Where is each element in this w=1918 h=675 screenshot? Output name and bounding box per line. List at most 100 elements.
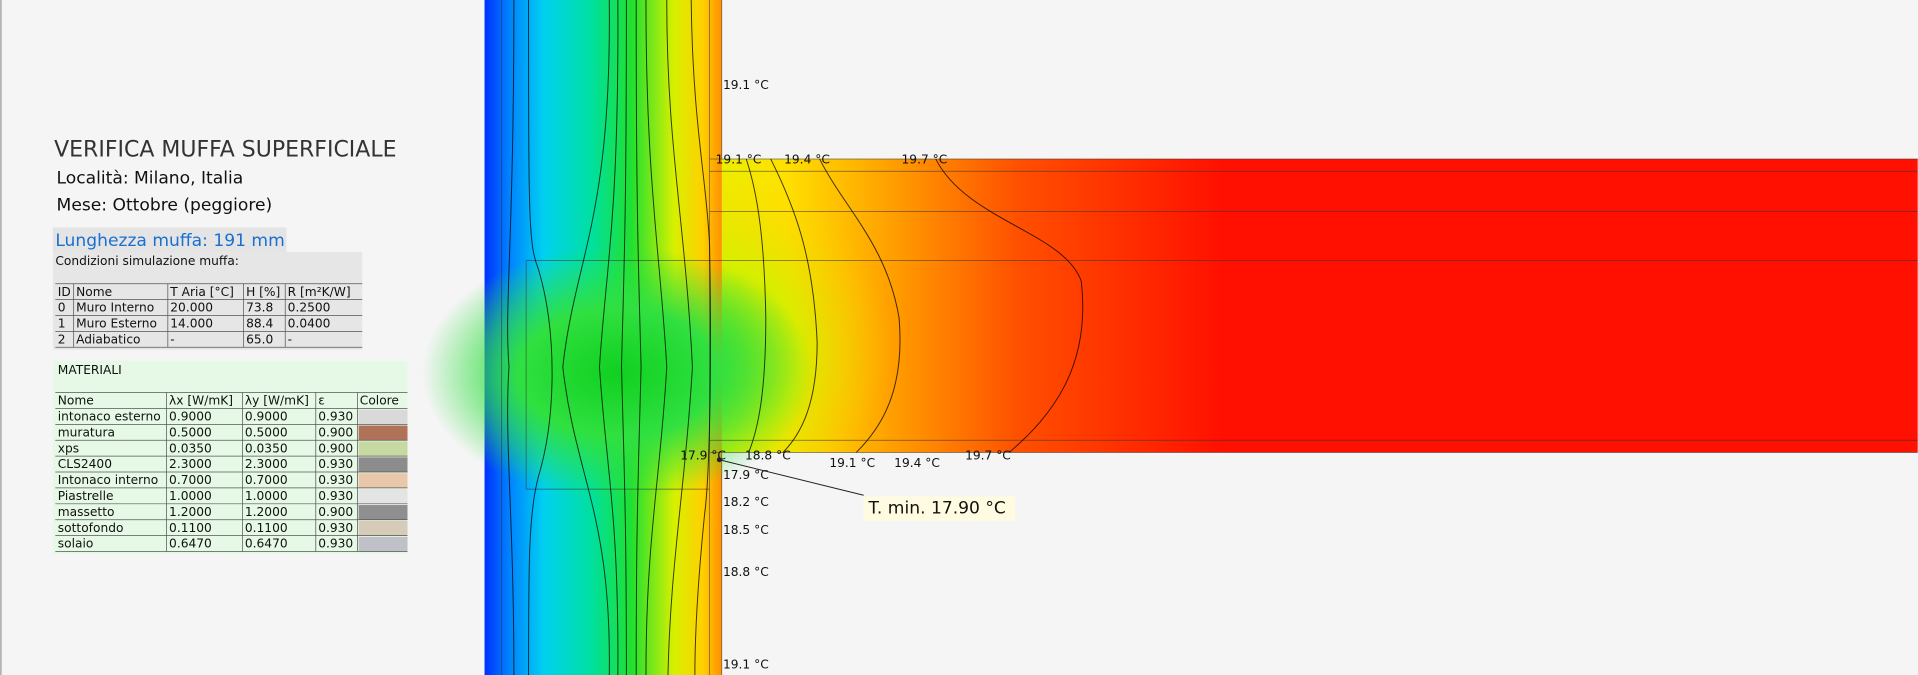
color-swatch <box>358 409 408 425</box>
table-cell: Piastrelle <box>58 489 114 503</box>
t-min-leader <box>719 459 864 496</box>
column-header: H [%] <box>246 285 280 299</box>
table-cell: 14.000 <box>170 317 213 331</box>
conditions-panel <box>52 251 363 350</box>
temp-label: 18.2 °C <box>723 495 769 509</box>
t-min-label: T. min. 17.90 °C <box>868 499 1006 519</box>
temp-label: 19.1 °C <box>829 456 875 470</box>
table-cell: 0.900 <box>318 505 353 519</box>
color-swatch <box>358 473 408 488</box>
table-cell: 65.0 <box>246 332 273 346</box>
table-cell: 0.7000 <box>169 473 212 487</box>
table-cell: 0.930 <box>318 473 353 487</box>
table-cell: 0.6470 <box>169 537 212 551</box>
table-cell: xps <box>58 441 79 455</box>
table-cell: 0.2500 <box>288 301 331 315</box>
temp-label: 17.9 °C <box>680 449 726 463</box>
thermal-map: 19.1 °C 19.1 °C 19.4 °C 19.7 °C 17.9 °C … <box>422 0 1918 675</box>
mold-box <box>52 227 287 252</box>
table-cell: 0.0350 <box>245 441 288 455</box>
color-swatch <box>358 520 408 536</box>
temp-label: 17.9 °C <box>723 468 769 482</box>
column-header: R [m²K/W] <box>288 285 351 299</box>
table-cell: intonaco esterno <box>58 409 161 423</box>
column-header: ID <box>58 285 71 299</box>
column-header: Colore <box>360 394 399 408</box>
month: Mese: Ottobre (peggiore) <box>57 195 273 215</box>
temp-label: 19.4 °C <box>784 153 830 167</box>
temp-label: 18.8 °C <box>723 565 769 579</box>
table-cell: 0.5000 <box>245 425 288 439</box>
temp-label: 19.1 °C <box>716 153 762 167</box>
table-cell: 0.930 <box>318 521 353 535</box>
table-cell: 73.8 <box>246 301 273 315</box>
table-cell: Muro Interno <box>76 301 154 315</box>
color-swatch <box>358 425 408 441</box>
table-cell: 0.0350 <box>169 441 212 455</box>
table-cell: 0.900 <box>318 425 353 439</box>
table-cell: sottofondo <box>58 521 124 535</box>
color-swatch <box>358 457 408 473</box>
materials-title: MATERIALI <box>58 363 122 377</box>
table-cell: massetto <box>58 505 115 519</box>
isotherms <box>507 0 1084 675</box>
temp-label: 19.1 °C <box>723 78 769 92</box>
column-header: Nome <box>58 394 94 408</box>
temp-label: 18.8 °C <box>745 449 791 463</box>
title: VERIFICA MUFFA SUPERFICIALE <box>54 137 396 162</box>
materials-panel <box>52 360 408 554</box>
table-cell: muratura <box>58 425 115 439</box>
table-cell: 1.0000 <box>169 489 212 503</box>
table-cell: Adiabatico <box>76 332 140 346</box>
wall-shade <box>422 238 814 508</box>
location: Località: Milano, Italia <box>57 169 244 189</box>
table-cell: 2.3000 <box>245 457 288 471</box>
column-header: Nome <box>76 285 112 299</box>
table-cell: 0.0400 <box>288 317 331 331</box>
t-min-box <box>863 496 1016 521</box>
table-cell: CLS2400 <box>58 457 112 471</box>
table-cell: Intonaco interno <box>58 473 158 487</box>
color-swatch <box>358 505 408 520</box>
table-cell: 0.7000 <box>245 473 288 487</box>
color-swatch <box>358 489 408 504</box>
table-cell: 0.1100 <box>169 521 212 535</box>
temp-label: 18.5 °C <box>723 523 769 537</box>
temp-label: 19.7 °C <box>965 449 1011 463</box>
temp-label: 19.7 °C <box>902 153 948 167</box>
table-cell: 0.6470 <box>245 537 288 551</box>
table-cell: 0.930 <box>318 457 353 471</box>
column-header: λy [W/mK] <box>245 394 309 408</box>
temperature-labels: 19.1 °C 19.1 °C 19.4 °C 19.7 °C 17.9 °C … <box>680 78 1011 672</box>
color-swatch <box>358 441 408 457</box>
color-swatch <box>358 536 408 552</box>
table-cell: 1 <box>58 317 66 331</box>
table-cell: 0.930 <box>318 537 353 551</box>
t-min-point <box>716 457 722 463</box>
table-cell: 0.5000 <box>169 425 212 439</box>
table-cell: 1.2000 <box>245 505 288 519</box>
table-cell: 0.1100 <box>245 521 288 535</box>
tables: ID Nome T Aria [°C] H [%] R [m²K/W] 0 Muro Int… <box>55 283 408 552</box>
material-boundaries <box>501 0 1918 675</box>
table-cell: 0.9000 <box>245 409 288 423</box>
table-cell: - <box>288 332 292 346</box>
table-cell: 0 <box>58 301 66 315</box>
table-cell: 20.000 <box>170 301 213 315</box>
temp-label: 19.1 °C <box>723 658 769 672</box>
table-cell: solaio <box>58 537 94 551</box>
table-cell: - <box>170 332 174 346</box>
table-cell: 88.4 <box>246 317 273 331</box>
table-cell: 0.900 <box>318 441 353 455</box>
table-cell: 2.3000 <box>169 457 212 471</box>
mold-length: Lunghezza muffa: 191 mm <box>55 231 284 251</box>
table-cell: 2 <box>58 332 66 346</box>
table-cell: 0.930 <box>318 409 353 423</box>
temp-label: 19.4 °C <box>894 456 940 470</box>
column-header: ε <box>318 394 325 408</box>
table-cell: 0.9000 <box>169 409 212 423</box>
column-header: λx [W/mK] <box>169 394 233 408</box>
table-cell: 1.2000 <box>169 505 212 519</box>
